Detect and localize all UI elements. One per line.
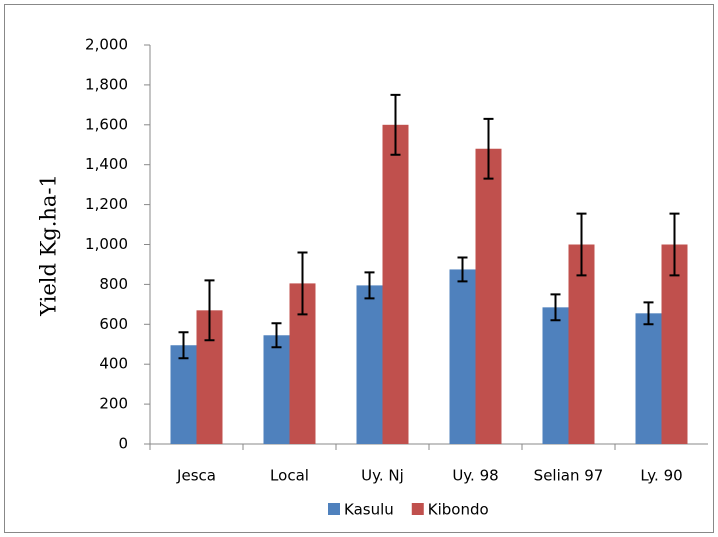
error-bar — [669, 212, 680, 277]
x-tick-label: Selian 97 — [534, 467, 604, 485]
y-tick-label: 400 — [99, 355, 128, 373]
legend-swatch — [328, 503, 340, 515]
bar — [382, 124, 409, 445]
error-bar — [271, 322, 282, 349]
bar — [661, 244, 688, 444]
x-tick-label: Ly. 90 — [640, 467, 682, 485]
y-tick-label: 1,000 — [85, 235, 128, 253]
y-axis-label: Yield Kg.ha-1 — [37, 174, 61, 317]
legend-label: Kibondo — [428, 501, 489, 519]
x-tick-label: Uy. 98 — [452, 467, 498, 485]
error-bar — [483, 117, 494, 180]
error-bar — [550, 293, 561, 322]
y-tick-label: 1,400 — [85, 155, 128, 173]
bar — [356, 285, 383, 444]
error-bar — [297, 251, 308, 316]
bar — [635, 313, 662, 444]
y-tick-label: 1,800 — [85, 75, 128, 93]
error-bar — [643, 301, 654, 326]
y-tick-label: 0 — [118, 435, 128, 453]
error-bar — [178, 331, 189, 360]
error-bar — [204, 279, 215, 342]
error-bar — [457, 256, 468, 283]
bar — [568, 244, 595, 444]
legend-label: Kasulu — [344, 501, 394, 519]
x-tick-label: Local — [270, 467, 309, 485]
x-tick-label: Jesca — [176, 467, 216, 485]
error-bar — [576, 212, 587, 277]
y-tick-label: 1,600 — [85, 115, 128, 133]
y-tick-label: 200 — [99, 395, 128, 413]
x-tick-label: Uy. Nj — [361, 467, 404, 485]
bar — [542, 307, 569, 444]
legend-swatch — [411, 503, 424, 515]
bar — [170, 345, 197, 444]
bar — [475, 148, 502, 445]
y-tick-label: 600 — [99, 315, 128, 333]
bar — [263, 335, 290, 444]
error-bar — [364, 271, 375, 300]
y-tick-label: 800 — [99, 275, 128, 293]
y-tick-label: 2,000 — [85, 36, 128, 54]
error-bar — [390, 93, 401, 156]
bar — [449, 269, 476, 444]
y-tick-label: 1,200 — [85, 195, 128, 213]
